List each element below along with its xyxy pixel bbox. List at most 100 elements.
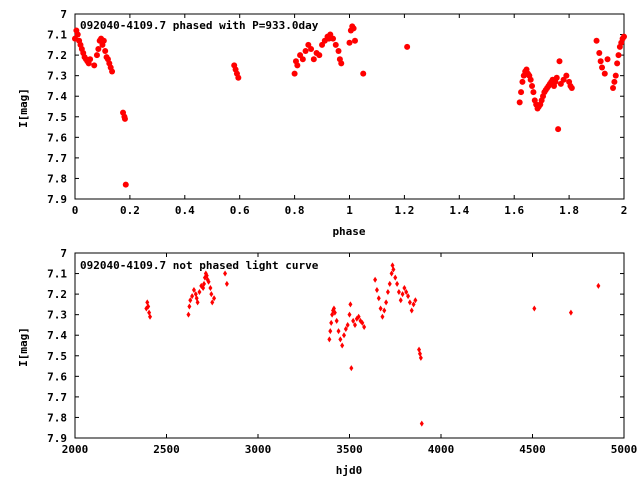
x-tick-label: 5000 <box>611 443 638 456</box>
data-point <box>148 313 153 320</box>
data-point <box>310 56 317 63</box>
data-point <box>202 280 207 287</box>
data-point <box>351 317 356 324</box>
data-point <box>187 303 192 310</box>
data-point <box>376 295 381 302</box>
data-point <box>529 82 536 89</box>
data-point <box>418 354 423 361</box>
data-point <box>224 280 229 287</box>
data-point <box>191 287 196 293</box>
data-point <box>330 35 337 42</box>
data-point <box>188 297 193 304</box>
data-point <box>527 76 534 83</box>
data-point <box>568 85 575 91</box>
data-point <box>352 321 357 328</box>
data-point <box>516 99 523 106</box>
y-tick-label: 7 <box>60 247 67 260</box>
data-point <box>329 319 334 326</box>
data-point <box>610 85 617 91</box>
data-point <box>382 307 387 314</box>
data-point <box>338 60 345 67</box>
data-point <box>235 74 242 81</box>
y-axis-label-top: I[mag] <box>17 88 30 128</box>
x-tick-label: 4000 <box>428 443 455 456</box>
y-tick-label: 7.6 <box>47 131 67 144</box>
data-point <box>373 276 378 283</box>
y-tick-label: 7.2 <box>47 49 67 62</box>
x-tick-label: 1.6 <box>504 204 524 217</box>
data-point <box>553 74 560 81</box>
x-tick-label: 1.2 <box>394 204 414 217</box>
axis-ticks-bottom: 2000 2500 3000 3500 4000 4500 5000 7 7.1 7.2 7.3 7.… <box>47 247 637 456</box>
data-point <box>406 293 411 300</box>
data-point <box>407 299 412 306</box>
data-point <box>393 274 398 281</box>
data-point <box>518 89 525 96</box>
data-point <box>360 319 365 326</box>
data-point <box>336 328 341 335</box>
x-tick-label: 0.2 <box>120 204 140 217</box>
data-point <box>87 56 94 63</box>
data-point <box>409 307 414 314</box>
data-points-bottom <box>144 262 601 427</box>
chart-title-bottom: 092040-4109.7 not phased light curve <box>80 259 319 272</box>
data-point <box>195 299 200 306</box>
data-point <box>398 297 403 304</box>
data-point <box>387 280 392 287</box>
data-point <box>102 48 109 54</box>
y-tick-label: 7.9 <box>47 432 67 445</box>
data-point <box>530 89 537 96</box>
x-tick-label: 2000 <box>62 443 89 456</box>
x-axis-label-top: phase <box>332 225 365 238</box>
data-point <box>404 43 411 50</box>
y-tick-label: 7.8 <box>47 172 67 185</box>
x-tick-label: 1.8 <box>559 204 579 217</box>
x-tick-label: 0.4 <box>175 204 195 217</box>
data-point <box>615 52 622 59</box>
data-point <box>349 365 354 372</box>
data-point <box>402 284 407 291</box>
x-tick-label: 2500 <box>153 443 180 456</box>
data-point <box>385 289 390 296</box>
data-point <box>316 52 323 59</box>
y-axis-label-bottom: I[mag] <box>17 327 30 367</box>
data-point <box>384 299 389 306</box>
data-point <box>404 289 409 296</box>
data-point <box>299 56 306 63</box>
data-point <box>95 45 102 52</box>
data-point <box>335 48 342 54</box>
data-point <box>374 287 379 293</box>
data-point <box>596 282 601 289</box>
data-point <box>93 52 100 59</box>
data-point <box>519 78 526 85</box>
x-axis-label-bottom: hjd0 <box>336 464 363 477</box>
y-tick-label: 7.6 <box>47 370 67 383</box>
y-tick-label: 7.2 <box>47 288 67 301</box>
x-tick-label: 0.8 <box>285 204 305 217</box>
data-point <box>291 70 298 77</box>
data-point <box>342 332 347 339</box>
data-point <box>532 305 537 312</box>
data-point <box>601 70 608 77</box>
data-point <box>396 289 401 296</box>
data-point <box>556 58 563 65</box>
data-point <box>122 181 129 188</box>
phased-light-curve-chart: 0 0.2 0.4 0.6 0.8 1 1.2 1.4 1.6 1.8 2 7 7.1 7.2 7.3 7.4… <box>17 8 627 238</box>
data-point <box>599 64 606 71</box>
y-tick-label: 7.9 <box>47 193 67 206</box>
data-point <box>614 60 621 67</box>
data-point <box>356 313 361 320</box>
data-point <box>308 45 315 52</box>
axis-ticks-top: 0 0.2 0.4 0.6 0.8 1 1.2 1.4 1.6 1.8 2 7 7.1 7.2 7.3 7.4… <box>47 8 627 217</box>
data-point <box>348 301 353 308</box>
data-point <box>302 48 309 54</box>
y-tick-label: 7.3 <box>47 70 67 83</box>
chart-title-top: 092040-4109.7 phased with P=933.0day <box>80 19 319 32</box>
x-tick-label: 3000 <box>245 443 272 456</box>
data-point <box>413 297 418 304</box>
x-tick-label: 0 <box>72 204 79 217</box>
data-point <box>197 289 202 296</box>
data-point <box>223 270 228 277</box>
x-tick-label: 0.6 <box>230 204 250 217</box>
